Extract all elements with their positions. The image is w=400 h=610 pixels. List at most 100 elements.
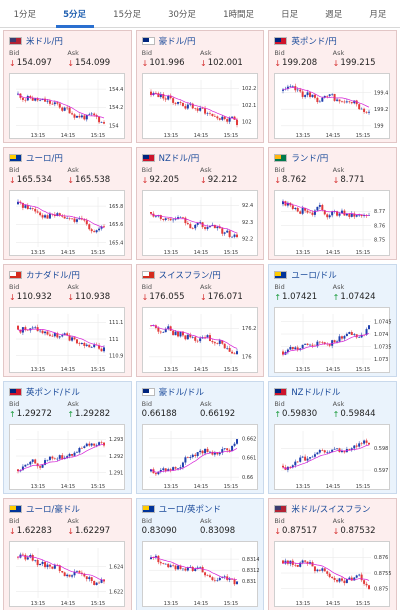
currency-pair-name[interactable]: スイスフラン/円 [158, 270, 221, 281]
price-chart[interactable]: 0.8314 0.8312 0.831 13:15 14:15 15:15 [141, 541, 259, 607]
price-chart[interactable]: 111.1 111 110.9 13:15 14:15 15:15 [9, 307, 125, 373]
candle-body [184, 106, 187, 109]
candle-body [193, 224, 196, 229]
tab-weekly[interactable]: 週足 [325, 9, 343, 20]
price-chart[interactable]: 1.293 1.292 1.291 13:15 14:15 15:15 [9, 424, 125, 490]
currency-card[interactable]: 英ポンド/ドル Bid Ask ↑ 1.29272 ↑ 1.29282 1.293 1.292 1… [3, 381, 132, 494]
currency-card[interactable]: 米ドル/円 Bid Ask ↓ 154.097 ↓ 154.099 154.4 154.2 154… [3, 30, 132, 143]
currency-card[interactable]: スイスフラン/円 Bid Ask ↓ 176.055 ↓ 176.071 176.2 176 13… [135, 264, 265, 377]
price-chart[interactable]: 199.4 199.2 199 13:15 14:15 15:15 [274, 73, 391, 139]
bid-ask-labels: Bid Ask [9, 517, 126, 525]
currency-pair-name[interactable]: ランド/円 [291, 153, 329, 164]
tab-5min[interactable]: 5分足 [50, 0, 100, 28]
tab-monthly[interactable]: 月足 [369, 9, 387, 20]
tab-1min[interactable]: 1分足 [13, 9, 36, 20]
price-chart[interactable]: 92.4 92.3 92.2 13:15 14:15 15:15 [141, 190, 258, 256]
candle-body [103, 442, 105, 446]
currency-pair-name[interactable]: 米ドル/円 [26, 36, 63, 47]
candle-body [316, 569, 319, 572]
price-chart[interactable]: 154.4 154.2 154 13:15 14:15 15:15 [9, 73, 125, 139]
y-tick-label: 102.1 [242, 103, 256, 109]
currency-pair-name[interactable]: ユーロ/円 [26, 153, 63, 164]
price-chart[interactable]: 0.662 0.661 0.66 13:15 14:15 15:15 [141, 424, 258, 490]
currency-pair-name[interactable]: 豪ドル/ドル [158, 387, 205, 398]
currency-pair-name[interactable]: 英ポンド/ドル [26, 387, 80, 398]
candle-body [292, 86, 295, 87]
candle-body [176, 468, 179, 469]
candle-body [181, 217, 184, 218]
candle-body [90, 113, 93, 115]
candle-body [53, 458, 56, 460]
currency-pair-name[interactable]: NZドル/円 [158, 153, 200, 164]
currency-pair-name[interactable]: ユーロ/豪ドル [26, 504, 80, 515]
tab-1hour[interactable]: 1時間足 [223, 9, 254, 20]
currency-card[interactable]: ランド/円 Bid Ask ↓ 8.762 ↓ 8.771 8.77 8.76 8.75 13:15… [268, 147, 397, 260]
currency-card[interactable]: カナダドル/円 Bid Ask ↓ 110.932 ↓ 110.938 111.1 111 110… [3, 264, 132, 377]
candle-body [215, 343, 218, 344]
price-chart[interactable]: 176.2 176 13:15 14:15 15:15 [141, 307, 258, 373]
candle-body [203, 227, 206, 229]
price-chart[interactable]: 0.876 0.8755 0.875 13:15 14:15 15:15 [274, 541, 391, 607]
price-chart[interactable]: 165.8 165.6 165.4 13:15 14:15 15:15 [9, 190, 125, 256]
nz-flag-icon [141, 153, 155, 162]
tab-30min[interactable]: 30分足 [168, 9, 196, 20]
currency-card[interactable]: 米ドル/スイスフラン Bid Ask ↓ 0.87517 ↓ 0.87532 0.876 0.8… [268, 498, 397, 610]
currency-card[interactable]: NZドル/ドル Bid Ask ↑ 0.59830 ↑ 0.59844 0.598 0.597 1… [268, 381, 397, 494]
currency-card[interactable]: ユーロ/円 Bid Ask ↓ 165.534 ↓ 165.538 165.8 165.6 165… [3, 147, 132, 260]
currency-card[interactable]: NZドル/円 Bid Ask ↓ 92.205 ↓ 92.212 92.4 92.3 92.2 13… [135, 147, 265, 260]
currency-pair-name[interactable]: 英ポンド/円 [291, 36, 337, 47]
candle-body [159, 562, 162, 564]
bid-price: ↓ 8.762 [274, 175, 307, 185]
candle-body [365, 329, 368, 335]
price-chart[interactable]: 1.0745 1.074 1.0735 1.073 13:15 14:15 15:15 [274, 307, 391, 373]
candle-body [324, 342, 327, 344]
candle-body [58, 103, 61, 108]
candle-body [93, 344, 96, 348]
currency-pair-name[interactable]: ユーロ/英ポンド [158, 504, 222, 515]
candle-body [179, 565, 182, 570]
candle-body [223, 448, 226, 450]
moving-average-line [150, 93, 237, 120]
candle-body [348, 449, 351, 450]
price-chart[interactable]: 1.624 1.622 13:15 14:15 15:15 [9, 541, 125, 607]
chart-grid [281, 314, 372, 364]
candle-body [225, 119, 228, 122]
bid-ask-labels: Bid Ask [9, 400, 126, 408]
currency-card[interactable]: ユーロ/英ポンド Bid Ask 0.83090 0.83098 0.8314 0.8312… [135, 498, 265, 610]
currency-card[interactable]: 英ポンド/円 Bid Ask ↓ 199.208 ↓ 199.215 199.4 199.2 19… [268, 30, 397, 143]
currency-card[interactable]: ユーロ/豪ドル Bid Ask ↓ 1.62283 ↓ 1.62297 1.624 1.622 1… [3, 498, 132, 610]
currency-card[interactable]: ユーロ/ドル Bid Ask ↑ 1.07421 ↑ 1.07424 1.0745 1.074 1… [268, 264, 397, 377]
candle-body [319, 101, 322, 103]
candle-body [211, 451, 214, 455]
candle-body [351, 102, 354, 104]
card-header: 米ドル/スイスフラン [274, 502, 391, 515]
moving-average-line [17, 444, 105, 472]
price-chart[interactable]: 0.598 0.597 13:15 14:15 15:15 [274, 424, 391, 490]
currency-pair-name[interactable]: NZドル/ドル [291, 387, 341, 398]
price-chart[interactable]: 102.2 102.1 102 13:15 14:15 15:15 [141, 73, 258, 139]
candle-body [206, 227, 209, 229]
bid-price: ↓ 154.097 [9, 58, 52, 68]
currency-pair-name[interactable]: ユーロ/ドル [291, 270, 337, 281]
currency-pair-name[interactable]: 米ドル/スイスフラン [291, 504, 371, 515]
candle-body [58, 213, 61, 216]
candle-body [348, 101, 351, 103]
y-tick-label: 0.831 [242, 579, 256, 585]
candle-body [341, 578, 344, 581]
tab-15min[interactable]: 15分足 [113, 9, 141, 20]
tab-daily[interactable]: 日足 [281, 9, 299, 20]
currency-pair-name[interactable]: カナダドル/円 [26, 270, 80, 281]
currency-pair-name[interactable]: 豪ドル/円 [158, 36, 196, 47]
y-tick-label: 92.4 [242, 203, 253, 209]
currency-card[interactable]: 豪ドル/ドル Bid Ask 0.66188 0.66192 0.662 0.661 0.66… [135, 381, 265, 494]
chart-grid [16, 548, 106, 598]
price-chart[interactable]: 8.77 8.76 8.75 13:15 14:15 15:15 [274, 190, 391, 256]
candle-body [174, 219, 177, 220]
currency-card[interactable]: 豪ドル/円 Bid Ask ↓ 101.996 ↓ 102.001 102.2 102.1 102… [135, 30, 265, 143]
candle-body [149, 557, 152, 560]
candle-body [331, 211, 334, 216]
candle-body [309, 92, 312, 97]
candle-body [58, 336, 61, 338]
bid-ask-labels: Bid Ask [274, 517, 391, 525]
card-header: ユーロ/豪ドル [9, 502, 126, 515]
